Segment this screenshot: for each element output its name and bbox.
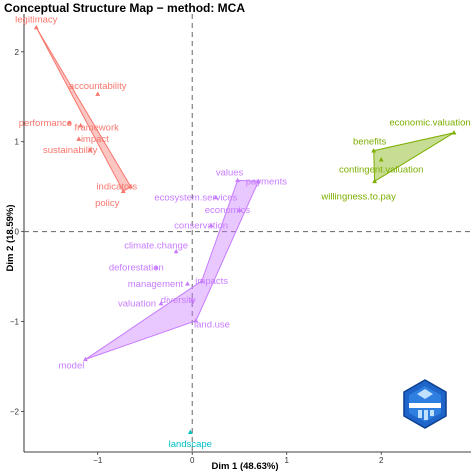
point-label-indicators: indicators — [96, 182, 137, 193]
point-climate-change — [173, 248, 179, 254]
point-deforestation — [153, 265, 159, 270]
point-label-values: values — [216, 167, 244, 178]
point-label-payments: payments — [246, 176, 287, 187]
point-conservation — [208, 222, 214, 228]
point-label-deforestation: deforestation — [109, 263, 164, 274]
x-tick-label: 1 — [284, 456, 289, 465]
y-axis-title: Dim 2 (18.59%) — [5, 204, 16, 271]
point-diversity — [189, 297, 195, 302]
point-label-policy: policy — [95, 198, 120, 209]
point-contingent-valuation — [378, 157, 384, 162]
point-policy — [120, 188, 126, 193]
point-management — [185, 281, 190, 286]
point-label-impacts: impacts — [195, 276, 228, 287]
point-label-performance: performance — [19, 118, 72, 129]
cluster-hull-2 — [85, 179, 260, 360]
y-tick-label: 2 — [15, 48, 20, 57]
chart-title: Conceptual Structure Map − method: MCA — [4, 1, 245, 15]
x-tick-label: 0 — [190, 456, 195, 465]
point-economic-valuation — [451, 130, 457, 135]
point-ecosystem-services — [213, 194, 219, 200]
x-tick-label: 2 — [379, 456, 384, 465]
point-label-conservation: conservation — [174, 220, 228, 231]
point-label-economics: economics — [205, 205, 251, 216]
point-land-use — [193, 318, 199, 323]
bibliometrix-logo — [403, 379, 447, 429]
y-tick-label: −2 — [10, 408, 20, 417]
point-label-valuation: valuation — [118, 299, 156, 310]
point-label-benefits: benefits — [353, 137, 387, 148]
point-label-contingent-valuation: contingent.valuation — [339, 165, 424, 176]
point-impact — [76, 136, 82, 141]
point-payments — [255, 178, 261, 184]
point-economics — [237, 207, 242, 212]
point-impacts — [199, 278, 205, 283]
point-label-ecosystem-services: ecosystem.services — [154, 192, 237, 203]
point-label-legitimacy: legitimacy — [15, 14, 57, 25]
point-valuation — [158, 301, 164, 306]
cluster-hull-1 — [35, 27, 132, 192]
point-label-economic-valuation: economic.valuation — [389, 118, 470, 129]
point-benefits — [371, 148, 377, 153]
y-tick-label: 1 — [15, 138, 20, 147]
point-model — [83, 356, 88, 362]
point-legitimacy — [33, 24, 39, 30]
x-tick-label: −1 — [93, 456, 103, 465]
point-label-land-use: land.use — [194, 320, 230, 331]
point-label-model: model — [58, 360, 84, 371]
point-performance — [66, 120, 72, 125]
y-tick-label: 0 — [15, 228, 20, 237]
point-indicators — [128, 184, 134, 189]
point-framework — [78, 122, 84, 128]
point-values — [235, 177, 240, 183]
point-label-sustainability: sustainability — [43, 145, 98, 156]
plot-area: −1 0 1 2 −2 −1 0 1 2 legitimacy accountability perf… — [10, 14, 471, 465]
point-sustainability — [87, 147, 93, 152]
cluster-hull-3 — [373, 132, 455, 183]
point-label-framework: framework — [75, 123, 120, 134]
y-tick-label: −1 — [10, 318, 20, 327]
point-landscape — [187, 429, 193, 435]
point-label-diversity: diversity — [161, 295, 196, 306]
point-label-management: management — [128, 279, 184, 290]
x-axis-title: Dim 1 (48.63%) — [211, 461, 278, 472]
point-willingness-to-pay — [372, 178, 378, 184]
point-label-impact: impact — [81, 134, 109, 145]
point-label-climate-change: climate.change — [124, 240, 188, 251]
point-label-landscape: landscape — [169, 439, 212, 450]
point-label-willingness-to-pay: willingness.to.pay — [320, 191, 396, 202]
point-accountability — [95, 91, 101, 96]
point-label-accountability: accountability — [69, 81, 127, 92]
